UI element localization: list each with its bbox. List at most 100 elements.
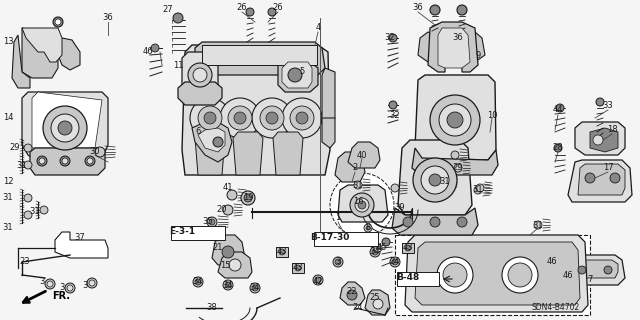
Text: 34: 34 [193, 277, 204, 286]
Circle shape [223, 205, 233, 215]
Circle shape [95, 147, 105, 157]
Polygon shape [438, 28, 470, 68]
Circle shape [382, 238, 390, 246]
Polygon shape [198, 128, 225, 152]
Polygon shape [182, 45, 330, 175]
Circle shape [457, 5, 467, 15]
Polygon shape [578, 164, 625, 195]
Text: 32: 32 [390, 110, 400, 119]
Circle shape [403, 217, 413, 227]
Circle shape [24, 194, 32, 202]
Text: 35: 35 [203, 218, 213, 227]
Polygon shape [218, 252, 252, 278]
Circle shape [370, 247, 380, 257]
Circle shape [40, 206, 48, 214]
Circle shape [430, 217, 440, 227]
Polygon shape [418, 32, 435, 62]
Text: 34: 34 [370, 247, 380, 257]
Circle shape [355, 198, 369, 212]
Circle shape [288, 68, 302, 82]
Circle shape [437, 257, 473, 293]
Text: 45: 45 [377, 244, 387, 252]
Text: 36: 36 [452, 34, 463, 43]
Circle shape [596, 98, 604, 106]
Circle shape [193, 277, 203, 287]
Circle shape [389, 101, 397, 109]
Circle shape [502, 257, 538, 293]
Polygon shape [22, 28, 58, 78]
Circle shape [282, 98, 322, 138]
Text: 11: 11 [173, 60, 183, 69]
Text: FR.: FR. [52, 291, 70, 301]
Circle shape [193, 68, 207, 82]
Circle shape [405, 245, 411, 251]
Text: 20: 20 [217, 205, 227, 214]
Text: 34: 34 [390, 258, 400, 267]
Circle shape [374, 244, 382, 252]
Circle shape [207, 217, 217, 227]
Polygon shape [335, 152, 365, 182]
Text: 39: 39 [395, 204, 405, 212]
Text: 12: 12 [3, 178, 13, 187]
Circle shape [430, 95, 480, 145]
Circle shape [610, 173, 620, 183]
Circle shape [350, 193, 374, 217]
Circle shape [534, 221, 542, 229]
Circle shape [421, 166, 449, 194]
Polygon shape [340, 282, 365, 305]
Circle shape [451, 151, 459, 159]
Circle shape [250, 283, 260, 293]
Circle shape [252, 98, 292, 138]
Text: 34: 34 [250, 284, 260, 292]
Text: 28: 28 [553, 143, 563, 153]
Circle shape [151, 44, 159, 52]
Text: 36: 36 [102, 13, 113, 22]
Circle shape [198, 106, 222, 130]
Circle shape [65, 283, 75, 293]
Polygon shape [233, 132, 263, 175]
Circle shape [58, 121, 72, 135]
FancyBboxPatch shape [397, 272, 439, 286]
Text: 34: 34 [223, 281, 234, 290]
Circle shape [87, 278, 97, 288]
Text: B-48: B-48 [396, 274, 420, 283]
Circle shape [260, 106, 284, 130]
Circle shape [372, 249, 378, 255]
Bar [395, 235, 590, 315]
Polygon shape [590, 128, 618, 152]
Text: 38: 38 [207, 303, 218, 313]
Polygon shape [22, 28, 62, 62]
Circle shape [229, 259, 241, 271]
Text: 21: 21 [212, 244, 223, 252]
Text: 43: 43 [292, 263, 303, 273]
Text: 37: 37 [75, 234, 85, 243]
Circle shape [454, 164, 462, 172]
Polygon shape [195, 42, 325, 75]
Polygon shape [58, 38, 80, 70]
Circle shape [87, 158, 93, 164]
Text: 46: 46 [547, 258, 557, 267]
Polygon shape [276, 247, 288, 257]
Circle shape [53, 17, 63, 27]
Circle shape [220, 98, 260, 138]
Text: 10: 10 [487, 110, 497, 119]
Text: 18: 18 [607, 125, 618, 134]
Polygon shape [32, 92, 102, 148]
Polygon shape [392, 208, 478, 235]
Text: 13: 13 [3, 37, 13, 46]
Text: 29: 29 [452, 164, 463, 172]
Circle shape [544, 258, 552, 266]
Circle shape [390, 257, 400, 267]
Text: 29: 29 [10, 143, 20, 153]
Circle shape [252, 285, 258, 291]
Text: 31: 31 [3, 194, 13, 203]
Circle shape [585, 173, 595, 183]
Circle shape [51, 114, 79, 142]
Text: 44: 44 [553, 106, 563, 115]
Text: B-17-30: B-17-30 [310, 234, 349, 243]
Circle shape [354, 181, 362, 189]
Circle shape [24, 211, 32, 219]
Circle shape [335, 259, 341, 265]
Circle shape [266, 112, 278, 124]
FancyBboxPatch shape [171, 226, 225, 240]
